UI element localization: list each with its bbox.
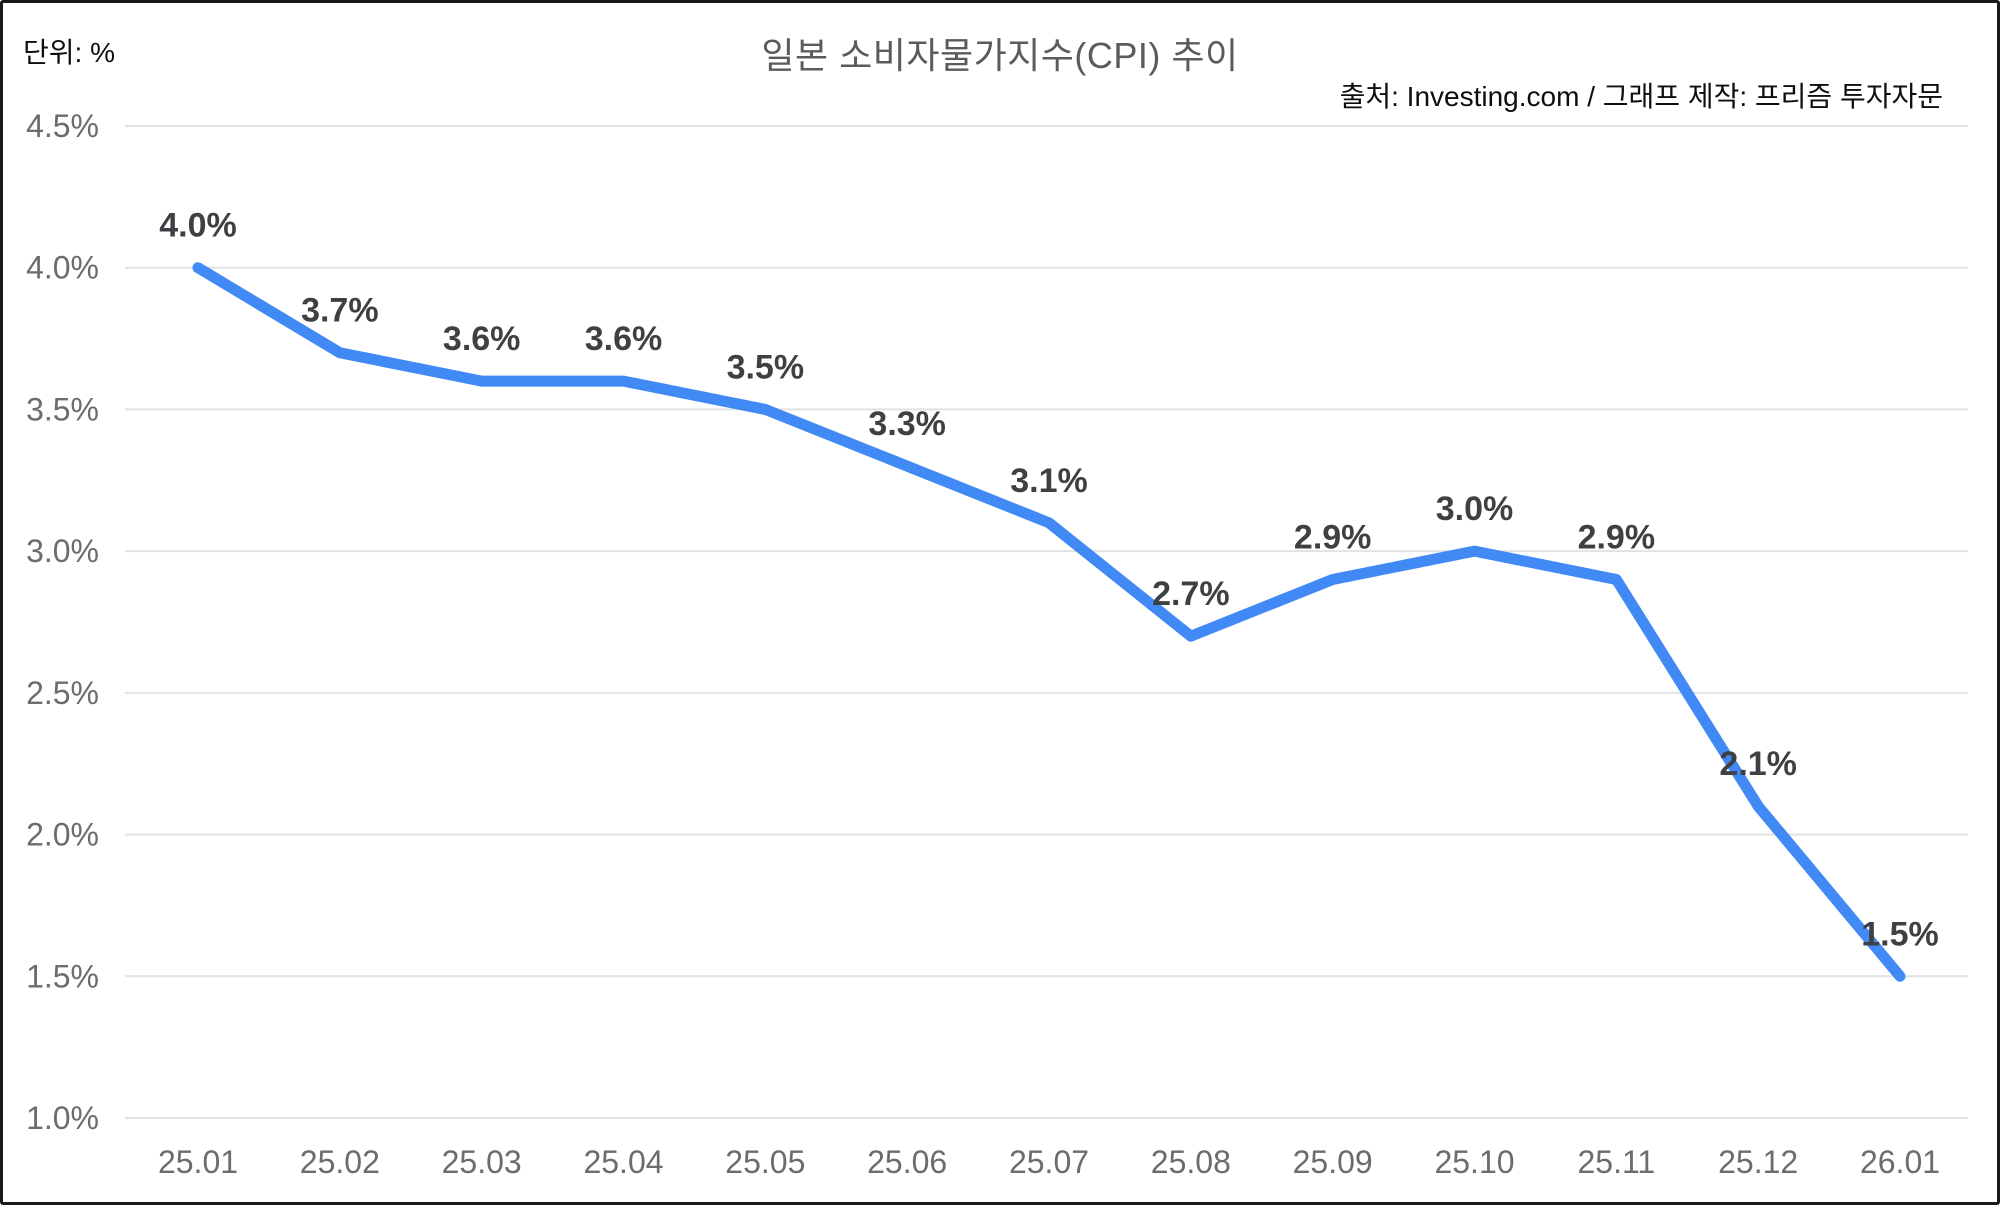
data-label: 3.1% <box>1010 462 1088 500</box>
y-tick-label: 2.5% <box>26 675 99 711</box>
data-label: 3.6% <box>443 320 521 358</box>
data-label: 1.5% <box>1861 915 1939 953</box>
y-tick-label: 4.0% <box>26 250 99 286</box>
x-tick-label: 26.01 <box>1860 1144 1940 1180</box>
data-label: 3.6% <box>585 320 663 358</box>
x-tick-label: 25.04 <box>583 1144 663 1180</box>
data-label: 4.0% <box>159 207 237 245</box>
data-label: 2.1% <box>1719 745 1797 783</box>
y-tick-label: 2.0% <box>26 817 99 853</box>
data-label: 3.3% <box>868 405 946 443</box>
data-label: 2.9% <box>1294 518 1372 556</box>
data-label: 2.9% <box>1578 518 1656 556</box>
x-tick-label: 25.07 <box>1009 1144 1089 1180</box>
y-tick-label: 1.5% <box>26 958 99 994</box>
data-label: 3.7% <box>301 292 379 330</box>
x-tick-label: 25.02 <box>300 1144 380 1180</box>
x-tick-label: 25.01 <box>158 1144 238 1180</box>
x-tick-label: 25.11 <box>1577 1144 1655 1180</box>
x-tick-label: 25.08 <box>1151 1144 1231 1180</box>
x-tick-label: 25.06 <box>867 1144 947 1180</box>
x-tick-label: 25.03 <box>442 1144 522 1180</box>
x-tick-label: 25.12 <box>1718 1144 1798 1180</box>
source-attribution: 출처: Investing.com / 그래프 제작: 프리즘 투자자문 <box>1339 81 1943 112</box>
data-label: 2.7% <box>1152 575 1230 613</box>
y-tick-label: 3.5% <box>26 391 99 427</box>
cpi-line <box>192 262 1906 982</box>
data-label: 3.0% <box>1436 490 1514 528</box>
chart-title: 일본 소비자물가지수(CPI) 추이 <box>761 35 1239 76</box>
y-tick-label: 1.0% <box>26 1100 99 1136</box>
cpi-line-chart: 4.5% 4.0% 3.5% 3.0% 2.5% 2.0% 1.5% 1.0% 25.01 25.… <box>26 108 1968 1180</box>
x-tick-label: 25.09 <box>1293 1144 1373 1180</box>
y-tick-label: 4.5% <box>26 108 99 144</box>
x-tick-label: 25.05 <box>725 1144 805 1180</box>
unit-label: 단위: % <box>23 37 115 68</box>
x-tick-label: 25.10 <box>1434 1144 1514 1180</box>
y-tick-label: 3.0% <box>26 533 99 569</box>
data-label: 3.5% <box>727 348 805 386</box>
